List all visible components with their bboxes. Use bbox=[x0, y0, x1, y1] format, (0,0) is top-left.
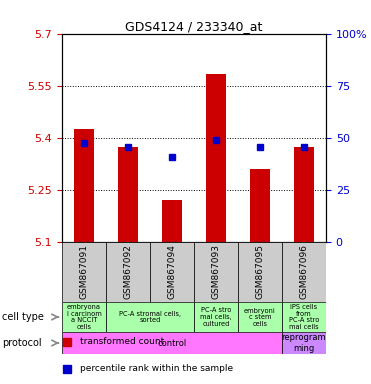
Text: GSM867093: GSM867093 bbox=[211, 244, 220, 299]
Bar bbox=[118, 147, 138, 242]
Text: cell type: cell type bbox=[2, 312, 44, 322]
FancyBboxPatch shape bbox=[282, 332, 326, 354]
FancyBboxPatch shape bbox=[62, 242, 106, 302]
Text: embryona
l carcinom
a NCCIT
cells: embryona l carcinom a NCCIT cells bbox=[67, 304, 101, 330]
FancyBboxPatch shape bbox=[282, 242, 326, 302]
Text: GSM867094: GSM867094 bbox=[167, 244, 177, 299]
Text: GSM867095: GSM867095 bbox=[256, 244, 265, 299]
Title: GDS4124 / 233340_at: GDS4124 / 233340_at bbox=[125, 20, 263, 33]
Text: transformed count: transformed count bbox=[81, 337, 165, 346]
Text: GSM867096: GSM867096 bbox=[299, 244, 309, 299]
Text: percentile rank within the sample: percentile rank within the sample bbox=[81, 364, 234, 373]
FancyBboxPatch shape bbox=[62, 332, 282, 354]
Text: iPS cells
from
PC-A stro
mal cells: iPS cells from PC-A stro mal cells bbox=[289, 304, 319, 330]
Text: reprogram
ming: reprogram ming bbox=[282, 333, 326, 353]
Text: PC-A stro
mal cells,
cultured: PC-A stro mal cells, cultured bbox=[200, 308, 232, 326]
FancyBboxPatch shape bbox=[282, 302, 326, 332]
FancyBboxPatch shape bbox=[62, 302, 106, 332]
Text: control: control bbox=[157, 339, 187, 348]
Text: GSM867091: GSM867091 bbox=[79, 244, 89, 299]
Text: embryoni
c stem
cells: embryoni c stem cells bbox=[244, 308, 276, 326]
Bar bbox=[162, 200, 182, 242]
FancyBboxPatch shape bbox=[194, 302, 238, 332]
Text: GSM867092: GSM867092 bbox=[124, 244, 132, 299]
FancyBboxPatch shape bbox=[150, 242, 194, 302]
FancyBboxPatch shape bbox=[106, 242, 150, 302]
Bar bbox=[74, 129, 94, 242]
FancyBboxPatch shape bbox=[106, 302, 194, 332]
FancyBboxPatch shape bbox=[238, 302, 282, 332]
Text: protocol: protocol bbox=[2, 338, 42, 348]
FancyBboxPatch shape bbox=[238, 242, 282, 302]
Bar bbox=[294, 147, 314, 242]
Bar bbox=[250, 169, 270, 242]
FancyBboxPatch shape bbox=[194, 242, 238, 302]
Bar bbox=[206, 74, 226, 242]
Text: PC-A stromal cells,
sorted: PC-A stromal cells, sorted bbox=[119, 311, 181, 323]
